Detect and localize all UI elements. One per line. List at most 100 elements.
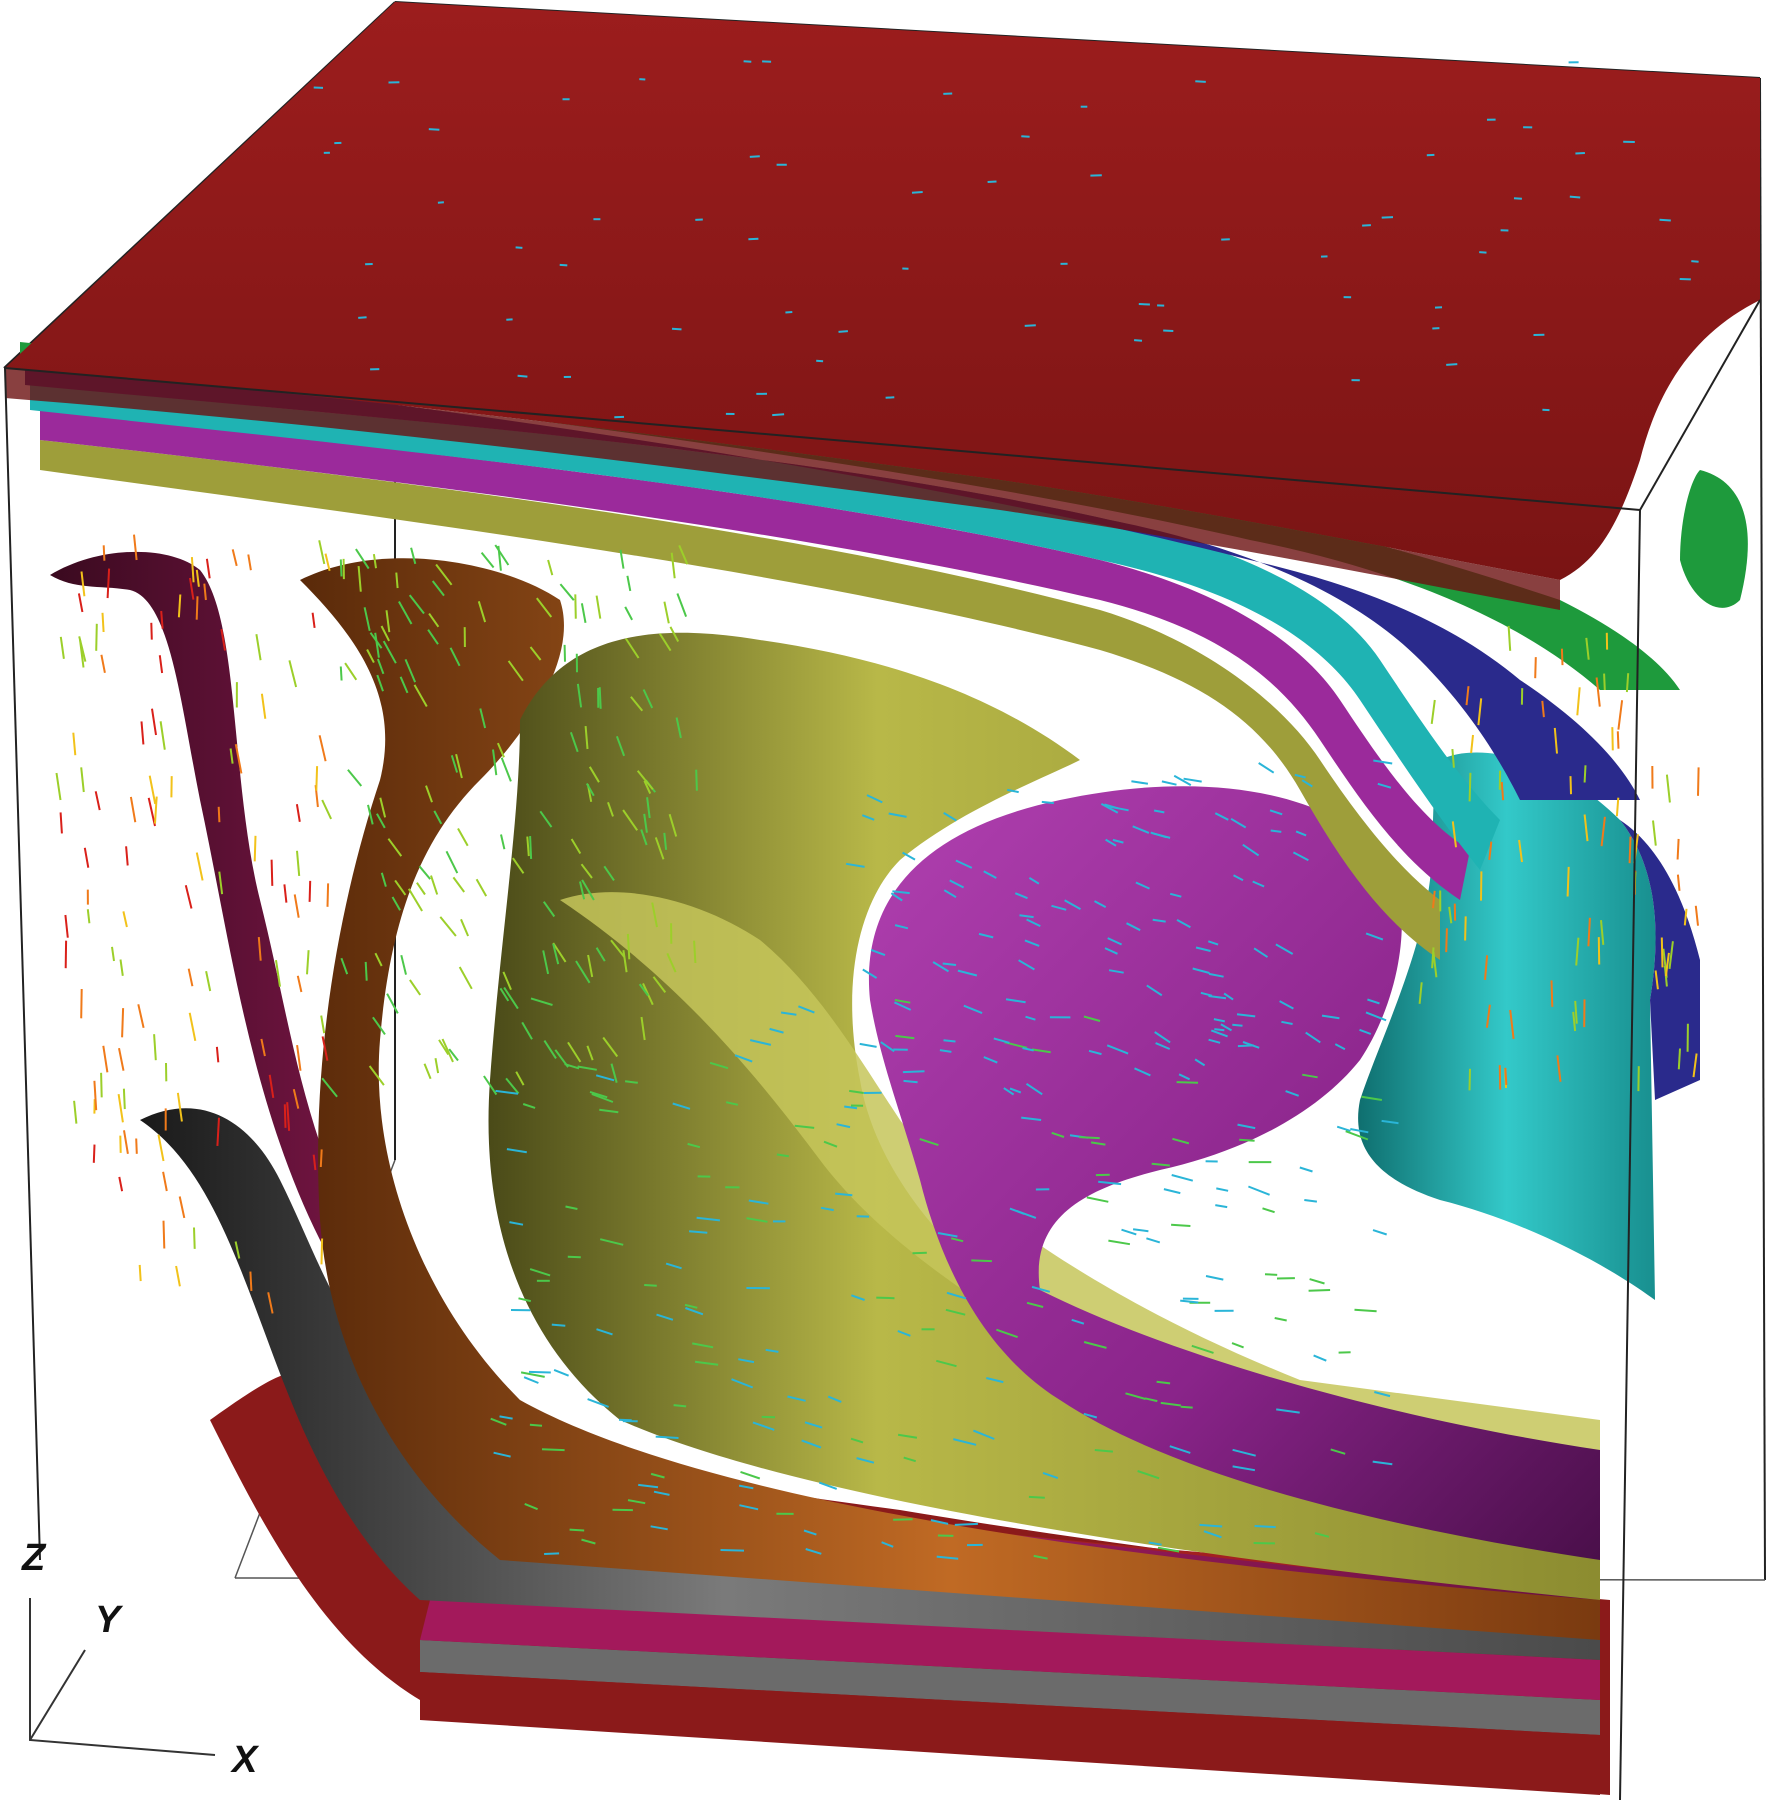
velocity-vector — [638, 1483, 659, 1489]
velocity-vector — [996, 1328, 1018, 1339]
velocity-vector — [102, 1045, 109, 1073]
velocity-vector — [1157, 1546, 1180, 1553]
velocity-vector — [1611, 727, 1614, 751]
velocity-vector — [894, 999, 911, 1004]
velocity-vector — [946, 1291, 967, 1300]
velocity-vector — [1276, 1408, 1300, 1414]
velocity-vector — [1169, 892, 1182, 898]
velocity-vector — [1279, 1000, 1294, 1010]
velocity-vector — [734, 1054, 753, 1063]
velocity-vector — [121, 1008, 125, 1038]
velocity-vector — [529, 1423, 543, 1427]
velocity-vector — [1106, 1044, 1129, 1055]
velocity-vector — [283, 884, 288, 903]
velocity-vector — [1163, 1188, 1181, 1195]
velocity-vector — [1022, 1047, 1034, 1052]
velocity-vector — [1500, 781, 1505, 801]
velocity-vector — [416, 882, 426, 896]
velocity-vector — [358, 316, 367, 319]
velocity-vector — [1007, 788, 1019, 794]
velocity-vector — [903, 1079, 918, 1084]
velocity-vector — [1153, 809, 1165, 814]
velocity-vector — [1215, 1204, 1228, 1209]
velocity-vector — [902, 1070, 925, 1074]
velocity-vector — [1468, 1068, 1471, 1091]
velocity-vector — [178, 1196, 186, 1219]
velocity-vector — [315, 766, 319, 791]
velocity-vector — [1285, 1090, 1300, 1097]
velocity-vector — [567, 1041, 582, 1063]
velocity-vector — [1098, 1180, 1122, 1186]
velocity-vector — [83, 847, 90, 868]
velocity-vector — [380, 872, 387, 887]
velocity-vector — [428, 128, 440, 131]
velocity-vector — [936, 1359, 957, 1368]
velocity-vector — [1302, 1073, 1318, 1079]
velocity-vector — [630, 696, 644, 712]
velocity-vector — [339, 559, 343, 577]
velocity-vector — [978, 932, 994, 939]
velocity-vector — [404, 659, 417, 683]
velocity-vector — [1615, 797, 1620, 817]
velocity-vector — [320, 1015, 326, 1034]
velocity-vector — [1418, 982, 1423, 1004]
velocity-vector — [455, 753, 463, 779]
velocity-vector — [509, 1221, 524, 1226]
velocity-vector — [320, 1238, 324, 1265]
velocity-vector — [1365, 1011, 1387, 1022]
velocity-vector — [1108, 969, 1124, 974]
velocity-vector — [1126, 922, 1141, 932]
velocity-vector — [650, 1472, 665, 1479]
velocity-vector — [395, 572, 399, 589]
velocity-vector — [125, 846, 129, 866]
velocity-vector — [1258, 762, 1275, 774]
velocity-vector — [650, 1525, 668, 1531]
velocity-vector — [1575, 152, 1585, 155]
velocity-vector — [856, 1457, 875, 1464]
velocity-vector — [1090, 1141, 1106, 1146]
velocity-vector — [1156, 1380, 1171, 1385]
velocity-vector — [1026, 1301, 1044, 1308]
velocity-vector — [1214, 812, 1229, 821]
velocity-vector — [836, 1123, 851, 1129]
velocity-vector — [435, 563, 453, 586]
velocity-vector — [1104, 803, 1119, 810]
velocity-vector — [1583, 814, 1589, 842]
velocity-vector — [798, 1005, 815, 1014]
velocity-vector — [409, 979, 422, 996]
velocity-vector — [1617, 700, 1624, 730]
velocity-vector — [1200, 991, 1213, 997]
velocity-vector — [1131, 780, 1149, 785]
velocity-vector — [100, 654, 106, 673]
velocity-vector — [665, 1262, 682, 1270]
velocity-vector — [231, 549, 238, 567]
velocity-vector — [529, 836, 533, 859]
velocity-vector — [1513, 197, 1522, 200]
velocity-vector — [576, 683, 583, 708]
velocity-vector — [1676, 838, 1680, 860]
velocity-vector — [866, 794, 883, 804]
velocity-vector — [668, 813, 678, 837]
velocity-vector — [95, 623, 98, 651]
velocity-vector — [1108, 1239, 1131, 1246]
velocity-vector — [1051, 1131, 1065, 1138]
velocity-vector — [678, 545, 689, 565]
isosurface-cyan-right — [1358, 752, 1700, 1300]
velocity-vector — [515, 1071, 525, 1086]
velocity-vector — [740, 1470, 761, 1480]
velocity-vector — [344, 662, 358, 681]
velocity-vector — [1041, 800, 1054, 805]
velocity-vector — [932, 961, 950, 973]
velocity-vector — [553, 1368, 569, 1377]
velocity-vector — [1275, 943, 1294, 955]
velocity-vector — [1274, 1317, 1287, 1322]
velocity-vector — [615, 735, 626, 757]
velocity-vector — [1171, 1174, 1194, 1182]
velocity-vector — [903, 1456, 916, 1463]
velocity-vector — [137, 1004, 145, 1029]
velocity-vector — [748, 1199, 769, 1205]
velocity-vector — [1583, 765, 1587, 783]
velocity-vector — [564, 1063, 580, 1070]
velocity-vector — [318, 540, 326, 565]
velocity-vector — [367, 804, 374, 825]
